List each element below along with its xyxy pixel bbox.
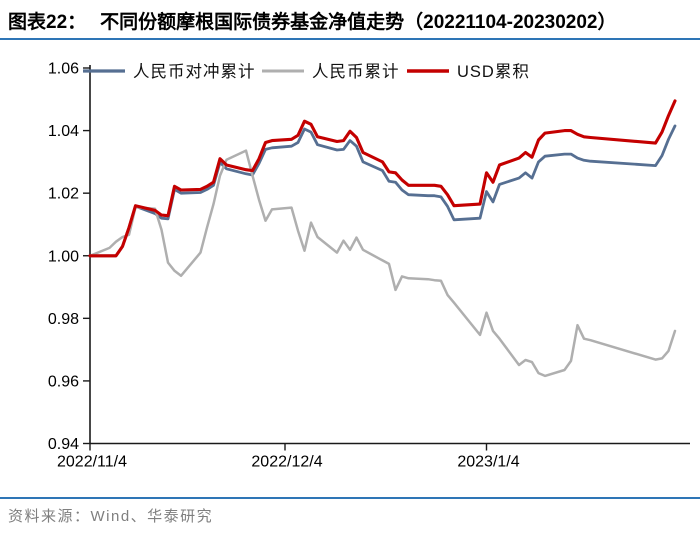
figure-header: 图表22： 不同份额摩根国际债券基金净值走势（20221104-20230202）	[8, 7, 696, 34]
y-tick-label: 0.94	[48, 436, 79, 453]
figure-title: 不同份额摩根国际债券基金净值走势（20221104-20230202）	[100, 12, 617, 33]
source-note: 资料来源：Wind、华泰研究	[8, 508, 214, 525]
footer-divider	[0, 497, 700, 499]
y-tick-label: 1.02	[48, 186, 79, 203]
line-chart: 0.94 0.96 0.98 1.00 1.02 1.04 1.06 2022/11/4 202…	[48, 61, 690, 471]
y-tick-label: 1.06	[48, 61, 79, 78]
legend-label-cny: 人民币累计	[312, 62, 400, 81]
y-tick-label: 1.04	[48, 123, 79, 140]
y-tick-label: 1.00	[48, 248, 79, 265]
x-tick-label: 2022/12/4	[251, 454, 322, 471]
title-underline	[0, 38, 700, 40]
legend-label-usd: USD累积	[457, 62, 530, 81]
y-tick-label: 0.98	[48, 311, 79, 328]
legend-label-hedged_cny: 人民币对冲累计	[133, 62, 256, 81]
series-line-cny	[88, 149, 677, 378]
x-tick-label: 2023/1/4	[457, 454, 519, 471]
x-tick-label: 2022/11/4	[57, 454, 127, 471]
figure-tag: 图表22：	[8, 12, 87, 33]
y-tick-label: 0.96	[48, 373, 79, 390]
series-line-hedged_cny	[88, 124, 677, 258]
series-line-usd	[88, 99, 677, 258]
